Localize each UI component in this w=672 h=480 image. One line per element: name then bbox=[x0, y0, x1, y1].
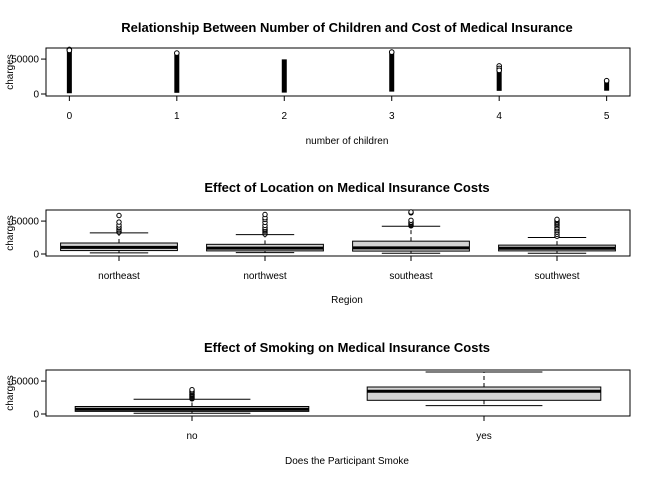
x-tick-label-3: 3 bbox=[389, 111, 395, 122]
y-tick-label-0: 0 bbox=[33, 250, 39, 261]
x-tick-label-yes: yes bbox=[476, 431, 492, 442]
y-axis-children: 0 50000 bbox=[11, 55, 47, 101]
strip-point-1-0 bbox=[174, 50, 180, 56]
x-axis-region: northeast northwest southeast southwest bbox=[98, 256, 580, 282]
strip-point-0-1 bbox=[66, 47, 73, 54]
box-northwest bbox=[206, 211, 324, 254]
strip-4 bbox=[496, 63, 502, 91]
strip-point-4-2 bbox=[496, 67, 502, 74]
y-tick-label-1: 50000 bbox=[11, 55, 39, 66]
x-tick-label-southeast: southeast bbox=[389, 271, 433, 282]
x-tick-label-northwest: northwest bbox=[243, 271, 287, 282]
box-southeast bbox=[352, 209, 470, 254]
box-yes bbox=[366, 371, 602, 407]
x-axis-children: 0 1 2 3 4 5 bbox=[67, 96, 610, 122]
outlier-southeast-7 bbox=[408, 209, 414, 215]
y-tick-label-0: 0 bbox=[33, 90, 39, 101]
strip-point-3-0 bbox=[388, 49, 395, 55]
x-axis-smoking: no yes bbox=[186, 416, 492, 442]
plot-marks-smoking bbox=[74, 371, 602, 414]
y-axis-smoking: 0 50000 bbox=[11, 377, 47, 421]
x-tick-label-5: 5 bbox=[604, 111, 610, 122]
x-tick-label-northeast: northeast bbox=[98, 271, 140, 282]
y-axis-label-smoking: charges bbox=[5, 375, 16, 411]
outlier-northeast-6 bbox=[116, 219, 122, 225]
plot-frame-children bbox=[45, 47, 631, 97]
outlier-no-9 bbox=[189, 387, 195, 393]
y-tick-label-1: 50000 bbox=[11, 217, 39, 228]
box-body-yes bbox=[366, 386, 602, 401]
strip-1 bbox=[174, 50, 180, 93]
plot-marks-region bbox=[60, 209, 616, 254]
x-tick-label-1: 1 bbox=[174, 111, 180, 122]
chart-title-region: Effect of Location on Medical Insurance … bbox=[204, 180, 489, 195]
box-body-southeast bbox=[352, 240, 470, 252]
strip-3 bbox=[388, 49, 395, 92]
x-tick-label-2: 2 bbox=[281, 111, 287, 122]
x-tick-label-southwest: southwest bbox=[534, 271, 579, 282]
x-tick-label-4: 4 bbox=[496, 111, 502, 122]
plot-marks-children bbox=[66, 46, 610, 94]
y-tick-label-0: 0 bbox=[33, 410, 39, 421]
chart-title-smoking: Effect of Smoking on Medical Insurance C… bbox=[204, 340, 490, 355]
x-axis-label-smoking: Does the Participant Smoke bbox=[285, 456, 409, 467]
outlier-northwest-10 bbox=[262, 211, 268, 218]
y-axis-label-region: charges bbox=[5, 215, 16, 251]
panel-smoking: Effect of Smoking on Medical Insurance C… bbox=[5, 340, 631, 467]
outlier-northeast-7 bbox=[116, 212, 122, 219]
outlier-southwest-11 bbox=[554, 216, 560, 223]
box-no bbox=[74, 387, 310, 414]
box-northeast bbox=[60, 212, 178, 254]
x-tick-label-no: no bbox=[186, 431, 198, 442]
strip-0 bbox=[66, 46, 73, 94]
panel-children: Relationship Between Number of Children … bbox=[5, 20, 631, 147]
y-axis-label-children: charges bbox=[5, 54, 16, 90]
strip-point-5-0 bbox=[603, 77, 610, 84]
x-tick-label-0: 0 bbox=[67, 111, 73, 122]
outlier-southeast-5 bbox=[408, 217, 414, 223]
panel-region: Effect of Location on Medical Insurance … bbox=[5, 180, 631, 306]
x-axis-label-children: number of children bbox=[306, 136, 389, 147]
box-southwest bbox=[498, 216, 616, 254]
y-axis-region: 0 50000 bbox=[11, 217, 47, 261]
x-axis-label-region: Region bbox=[331, 295, 363, 306]
strip-5 bbox=[603, 77, 610, 91]
y-tick-label-1: 50000 bbox=[11, 377, 39, 388]
chart-title-children: Relationship Between Number of Children … bbox=[121, 20, 572, 35]
